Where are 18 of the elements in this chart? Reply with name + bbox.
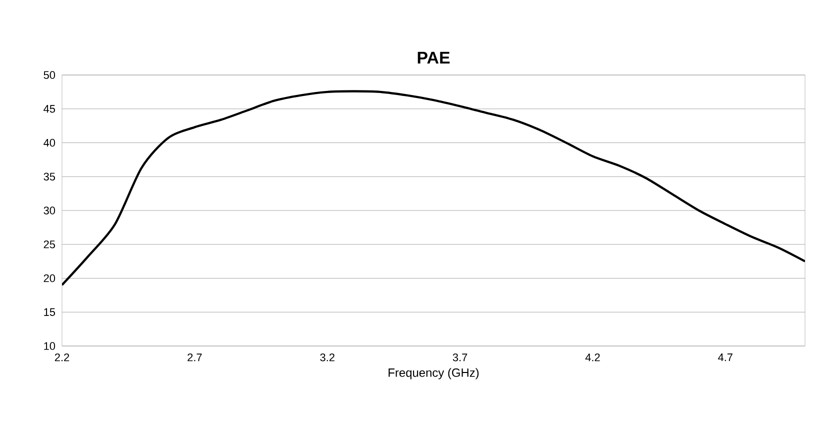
chart-title: PAE	[418, 52, 450, 64]
y-tick-label: 40	[44, 138, 56, 147]
x-tick-label: 4.2	[585, 354, 600, 362]
x-axis-title: Frequency (GHz)	[388, 368, 479, 380]
y-tick-label: 45	[44, 105, 56, 113]
y-tick-label: 25	[44, 240, 56, 248]
line-series	[62, 90, 806, 286]
x-tick-label: 3.7	[452, 354, 468, 362]
y-tick-label: 50	[44, 71, 56, 79]
x-tick-label: 3.2	[320, 354, 334, 362]
y-tick-label: 10	[44, 342, 56, 350]
y-tick-label: 30	[44, 206, 56, 214]
x-tick-label: 2.7	[188, 354, 202, 362]
x-tick-label: 2.2	[54, 354, 70, 362]
x-tick-label: 4.7	[718, 354, 732, 362]
y-tick-label: 15	[44, 308, 56, 316]
y-tick-label: 20	[44, 274, 56, 282]
y-tick-label: 35	[44, 172, 56, 181]
